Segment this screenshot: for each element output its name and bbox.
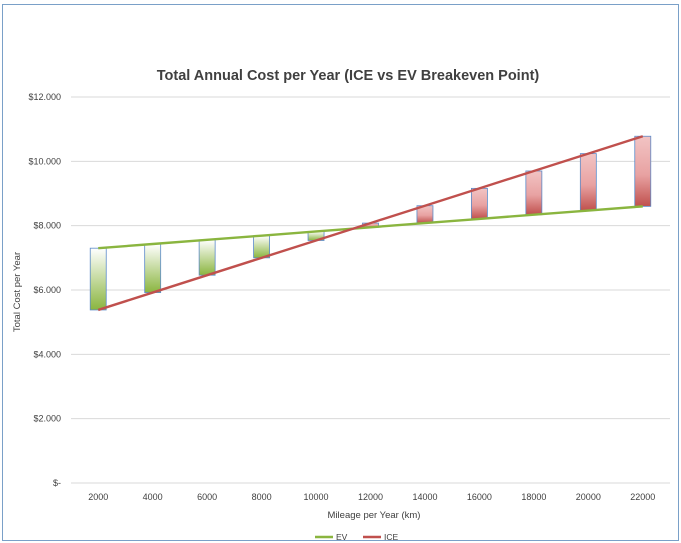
up-down-bar — [579, 153, 597, 211]
up-down-bar — [471, 187, 488, 220]
up-down-bar — [89, 247, 107, 311]
legend-label: EV — [336, 532, 348, 542]
legend-label: ICE — [384, 532, 399, 542]
legend: EV ICE — [315, 532, 399, 542]
series-line-ice — [97, 135, 644, 312]
x-tick-label: 10000 — [304, 492, 329, 502]
y-tick-label: $- — [53, 478, 61, 488]
y-tick-labels: $- $2.000 $4.000 $6.000 $8.000 $10.000 $12.000 — [28, 92, 61, 488]
y-tick-label: $8.000 — [33, 221, 61, 231]
chart-frame: Total Annual Cost per Year (ICE vs EV Br… — [2, 4, 679, 542]
up-down-bar — [525, 170, 543, 216]
x-tick-label: 12000 — [358, 492, 383, 502]
x-tick-label: 22000 — [630, 492, 655, 502]
up-down-bar — [253, 235, 270, 259]
up-down-bar — [198, 239, 216, 276]
x-tick-labels: 2000 4000 6000 8000 10000 12000 14000 16000 1800… — [88, 492, 655, 502]
y-axis-label: Total Cost per Year — [12, 252, 23, 332]
x-tick-label: 14000 — [412, 492, 437, 502]
series-lines — [97, 135, 644, 312]
y-tick-label: $2.000 — [33, 414, 61, 424]
x-tick-label: 20000 — [576, 492, 601, 502]
up-down-bar — [634, 135, 652, 207]
series-line-ev — [98, 205, 643, 250]
x-tick-label: 6000 — [197, 492, 217, 502]
y-tick-label: $4.000 — [33, 349, 61, 359]
x-tick-label: 8000 — [252, 492, 272, 502]
y-tick-label: $6.000 — [33, 285, 61, 295]
x-tick-label: 18000 — [521, 492, 546, 502]
chart: Total Annual Cost per Year (ICE vs EV Br… — [12, 68, 670, 542]
chart-title: Total Annual Cost per Year (ICE vs EV Br… — [157, 68, 540, 84]
x-tick-label: 16000 — [467, 492, 492, 502]
x-axis-label: Mileage per Year (km) — [328, 510, 421, 521]
y-tick-label: $12.000 — [28, 92, 61, 102]
x-tick-label: 2000 — [88, 492, 108, 502]
y-tick-label: $10.000 — [28, 156, 61, 166]
up-down-bar — [144, 243, 162, 293]
x-tick-label: 4000 — [143, 492, 163, 502]
